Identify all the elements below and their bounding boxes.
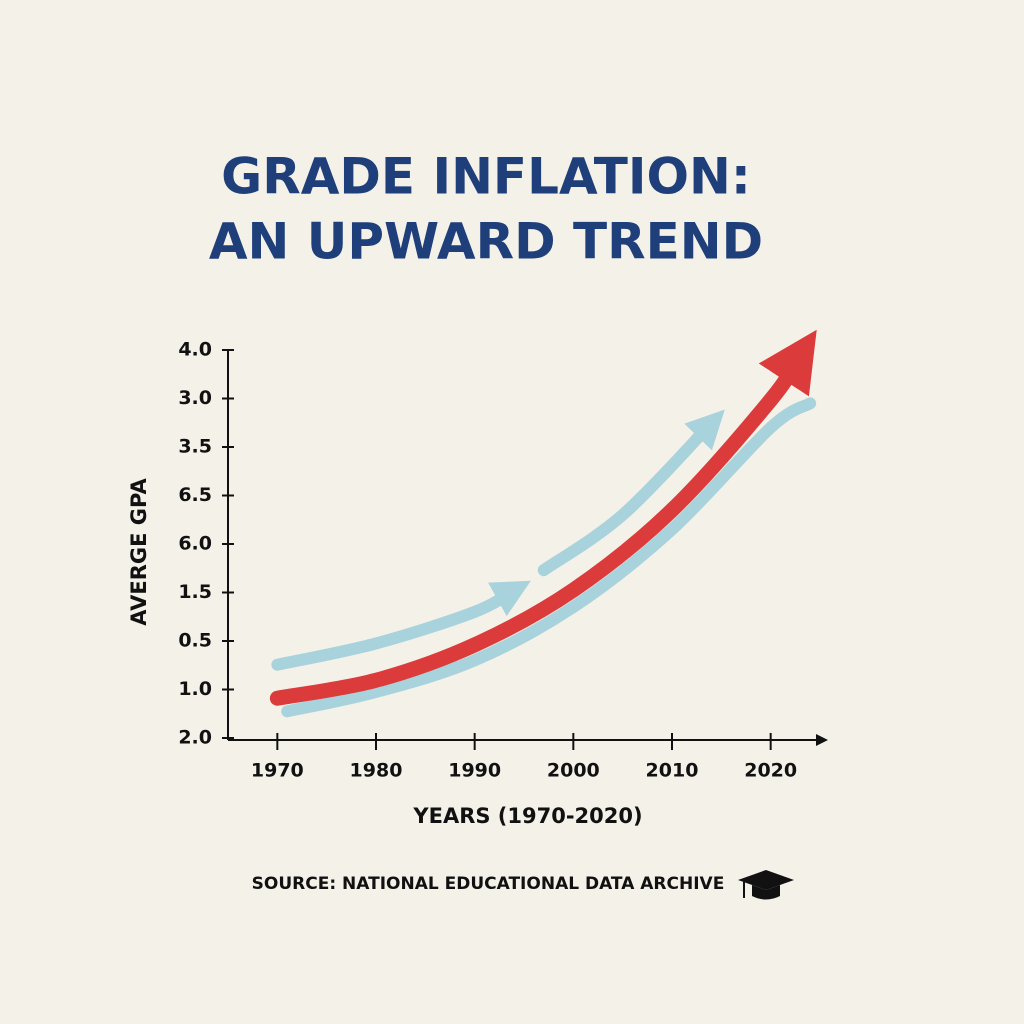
source: SOURCE: NATIONAL EDUCATIONAL DATA ARCHIV… (252, 874, 725, 894)
x-tick-label: 1990 (448, 760, 501, 782)
y-tick-label: 0.5 (178, 630, 212, 652)
x-tick-label: 2020 (744, 760, 797, 782)
y-tick-label: 1.5 (178, 581, 212, 603)
y-tick-label: 2.0 (178, 727, 212, 749)
y-tick-label: 1.0 (178, 678, 212, 700)
series-line (281, 397, 817, 718)
series-line (537, 409, 725, 577)
graduation-cap-icon (738, 870, 794, 900)
y-tick-label: 3.5 (178, 436, 212, 458)
chart-title: AN UPWARD TREND (209, 213, 763, 271)
x-tick-label: 1970 (251, 760, 304, 782)
y-tick-label: 6.0 (178, 533, 212, 555)
x-tick-label: 1980 (350, 760, 403, 782)
x-tick-label: 2000 (547, 760, 600, 782)
y-tick-label: 6.5 (178, 484, 212, 506)
y-axis-label: AVERGE GPA (127, 478, 151, 626)
series-line (269, 329, 817, 706)
x-tick-label: 2010 (646, 760, 699, 782)
x-axis-label: YEARS (1970-2020) (412, 804, 642, 828)
y-tick-label: 3.0 (178, 387, 212, 409)
chart-title: GRADE INFLATION: (221, 148, 751, 206)
series-line (271, 580, 531, 671)
x-axis-arrow (816, 734, 828, 746)
y-tick-label: 4.0 (178, 339, 212, 361)
